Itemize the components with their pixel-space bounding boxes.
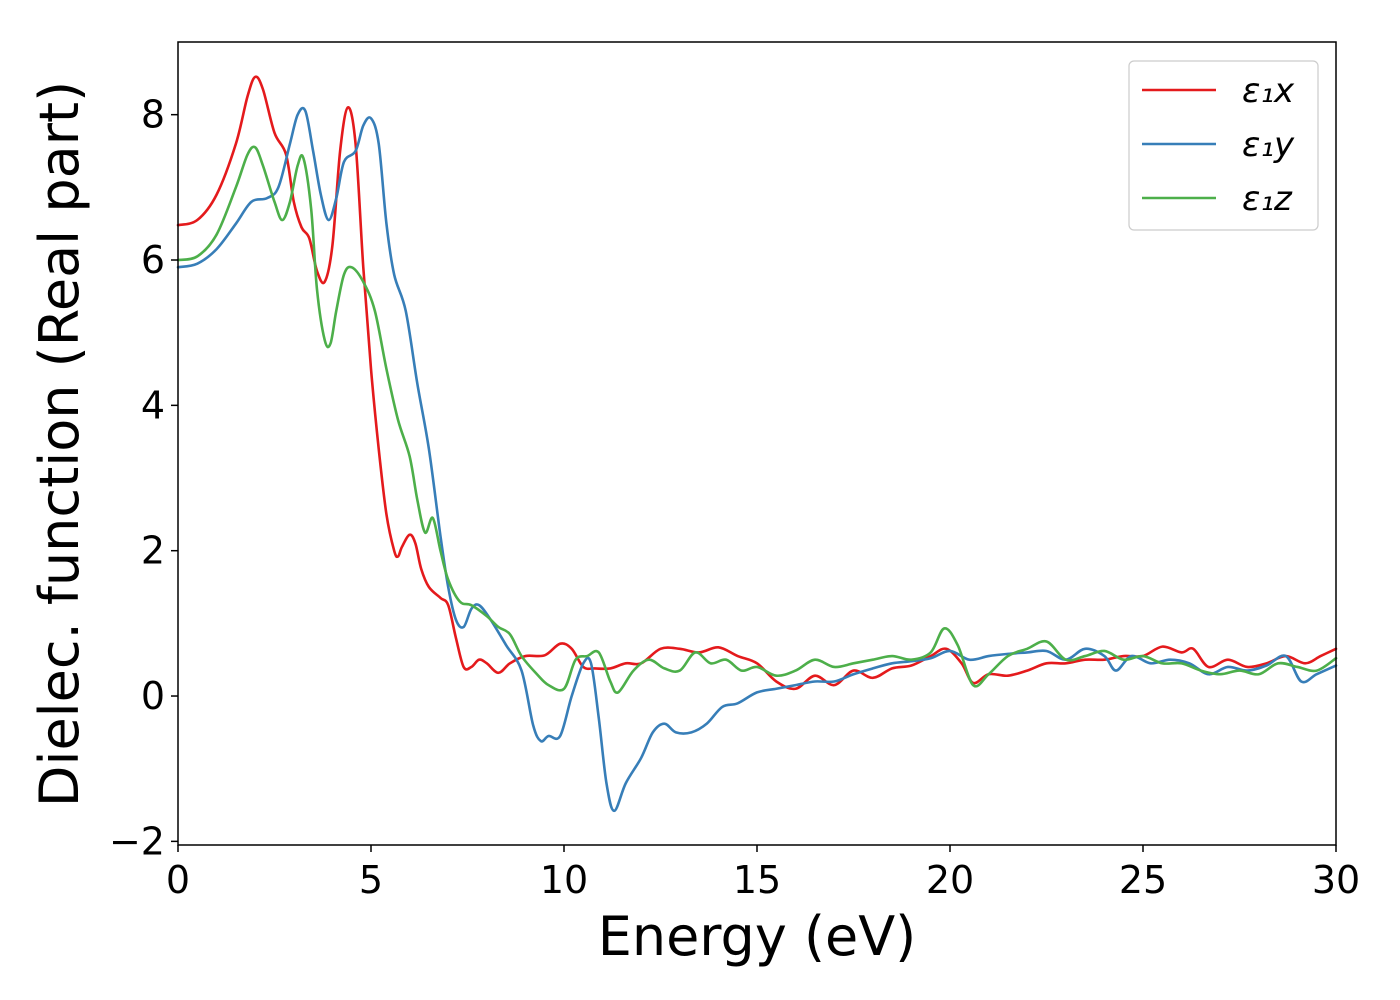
x-tick-label: 25: [1119, 858, 1167, 902]
series-line-3: [176, 145, 1338, 694]
x-tick-label: 15: [733, 858, 781, 902]
legend: ε₁x ε₁y ε₁z: [1128, 60, 1319, 231]
x-tick-label: 5: [359, 858, 383, 902]
x-tick-label: 10: [540, 858, 588, 902]
y-tick-label: 6: [141, 238, 165, 282]
series-line-2: [176, 106, 1338, 813]
y-tick-label: 8: [141, 93, 165, 137]
legend-label-2: ε₁y: [1242, 125, 1295, 165]
x-tick-label: 30: [1312, 858, 1360, 902]
y-axis-label: Dielec. function (Real part): [28, 81, 91, 807]
x-axis-label: Energy (eV): [598, 905, 917, 968]
y-tick-label: 2: [141, 529, 165, 573]
series-layer: [176, 75, 1338, 813]
x-tick-label: 20: [926, 858, 974, 902]
legend-label-3: ε₁z: [1242, 179, 1293, 219]
legend-box: [1128, 60, 1319, 231]
y-tick-label: −2: [109, 819, 165, 863]
y-tick-label: 0: [141, 674, 165, 718]
x-tick-label: 0: [166, 858, 190, 902]
legend-label-1: ε₁x: [1242, 71, 1295, 111]
y-tick-label: 4: [141, 383, 165, 427]
